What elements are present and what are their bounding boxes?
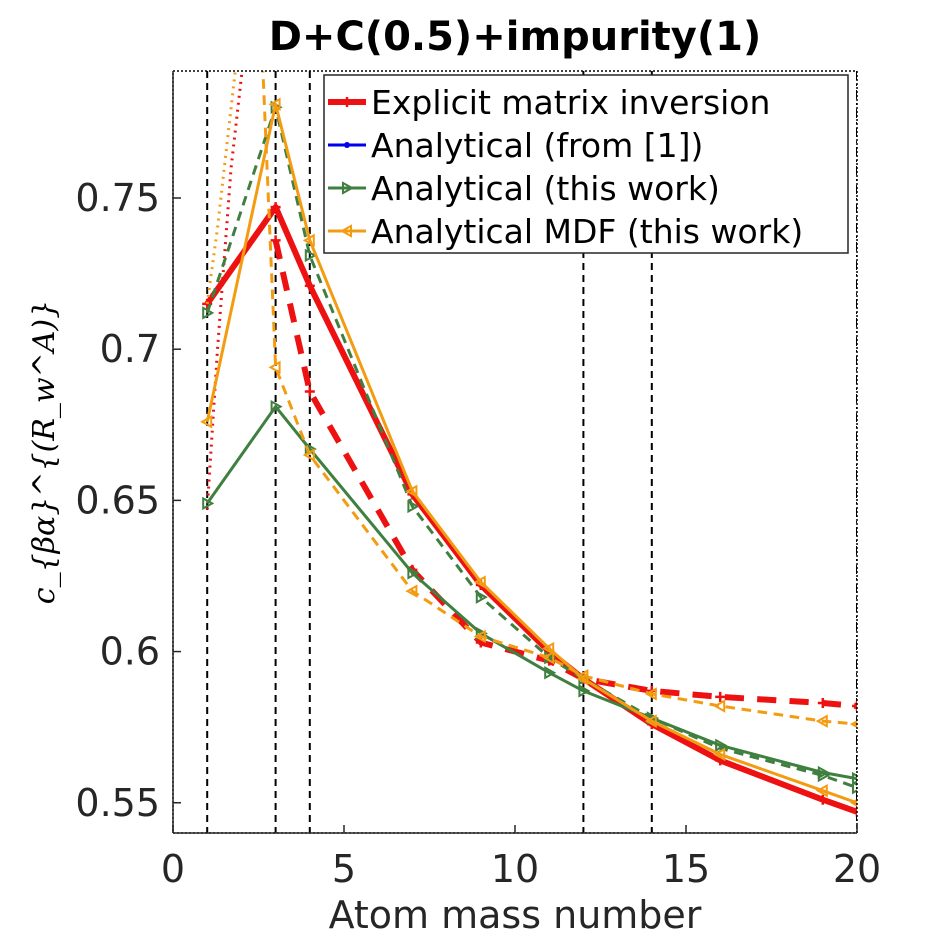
- y-tick-label: 0.6: [100, 630, 160, 674]
- data-point-explicit-matrix-inversion-dashed-7: [715, 691, 726, 702]
- series-line-analytical-this-work-dashed: [205, 105, 857, 790]
- legend-marker-analytical-this-work: [342, 181, 355, 195]
- y-ticks: 0.55 0.6 0.65 0.7 0.75: [75, 176, 181, 825]
- data-point-analytical-mdf-this-work-dashed-6: [576, 669, 589, 683]
- data-point-analytical-this-work-5: [544, 666, 557, 680]
- data-point-analytical-mdf-this-work-1: [268, 97, 281, 111]
- data-point-analytical-this-work-dashed-9: [817, 768, 830, 783]
- data-point-analytical-this-work-dashed-0: [202, 306, 215, 320]
- legend-label-analytical-mdf-this-work: Analytical MDF (this work): [371, 212, 803, 251]
- data-point-analytical-mdf-this-work-0: [200, 415, 213, 429]
- legend-marker-analytical-from-1: [344, 142, 350, 148]
- data-point-explicit-matrix-inversion-2: [304, 280, 315, 291]
- data-point-analytical-mdf-this-work-dashed-1: [268, 360, 281, 375]
- series-line-explicit-matrix-inversion-dashed: [272, 239, 857, 709]
- data-point-analytical-this-work-1: [270, 399, 283, 414]
- x-tick-label: 5: [332, 847, 356, 891]
- data-point-analytical-mdf-this-work-dashed-5: [542, 650, 555, 665]
- y-tick-label: 0.55: [75, 781, 160, 825]
- data-point-explicit-matrix-inversion-dashed-8: [817, 697, 828, 708]
- data-point-explicit-matrix-inversion-1: [270, 202, 281, 213]
- data-point-explicit-matrix-inversion-10: [852, 806, 857, 817]
- x-ticks: 0 5 10 15 20: [161, 825, 881, 891]
- data-point-analytical-mdf-this-work-7: [644, 714, 657, 728]
- data-point-analytical-mdf-this-work-dashed-10: [849, 720, 857, 729]
- data-point-analytical-mdf-this-work-dashed-9: [815, 714, 828, 728]
- y-tick-label: 0.7: [100, 327, 160, 371]
- data-point-analytical-mdf-this-work-3: [405, 484, 418, 499]
- legend-label-explicit-matrix-inversion: Explicit matrix inversion: [371, 83, 770, 122]
- data-point-explicit-matrix-inversion-dashed-0: [270, 235, 281, 246]
- legend-box: [323, 74, 849, 254]
- legend-label-analytical-this-work: Analytical (this work): [371, 169, 720, 208]
- data-point-explicit-matrix-inversion-0: [202, 298, 213, 309]
- data-point-explicit-matrix-inversion-dashed-1: [304, 386, 315, 397]
- data-point-analytical-this-work-10: [852, 771, 857, 786]
- data-point-analytical-mdf-this-work-4: [473, 575, 486, 589]
- x-tick-label: 20: [833, 847, 881, 891]
- data-point-analytical-this-work-dashed-3: [407, 499, 420, 514]
- x-tick-label: 0: [161, 847, 185, 891]
- data-point-analytical-this-work-dashed-10: [852, 780, 857, 795]
- data-point-analytical-mdf-this-work-dashed-2: [302, 448, 315, 462]
- data-point-analytical-mdf-this-work-2: [302, 233, 315, 248]
- legend: Explicit matrix inversion Analytical (fro…: [323, 74, 849, 254]
- series-line-analytical-this-work: [205, 405, 857, 781]
- data-point-analytical-this-work-6: [578, 684, 591, 698]
- data-point-analytical-this-work-dashed-4: [475, 590, 488, 604]
- data-point-analytical-mdf-this-work-dashed-4: [473, 629, 486, 644]
- data-point-analytical-this-work-dashed-2: [304, 248, 317, 263]
- data-point-analytical-this-work-3: [407, 566, 420, 580]
- legend-marker-explicit-matrix-inversion: [342, 97, 352, 107]
- x-axis-label: Atom mass number: [329, 893, 702, 937]
- series-line-analytical-mdf-this-work: [205, 102, 857, 805]
- y-tick-label: 0.65: [75, 478, 160, 522]
- chart-title: D+C(0.5)+impurity(1): [269, 14, 762, 60]
- series-layer: [200, 71, 857, 817]
- data-point-analytical-mdf-this-work-5: [542, 641, 555, 656]
- y-tick-label: 0.75: [75, 176, 160, 220]
- legend-label-analytical-from-1: Analytical (from [1]): [371, 126, 703, 165]
- x-tick-label: 15: [662, 847, 710, 891]
- data-point-analytical-mdf-this-work-8: [713, 747, 726, 762]
- data-point-analytical-mdf-this-work-dashed-8: [713, 699, 726, 713]
- data-point-analytical-mdf-this-work-9: [815, 783, 828, 798]
- data-point-explicit-matrix-inversion-9: [817, 794, 828, 805]
- legend-marker-analytical-mdf-this-work: [339, 224, 352, 238]
- data-point-analytical-mdf-this-work-dashed-7: [644, 687, 657, 701]
- data-point-explicit-matrix-inversion-dashed-9: [852, 701, 857, 711]
- y-axis-label: c_{βα}^{(R_w^A)}: [27, 300, 62, 604]
- data-point-analytical-mdf-this-work-dashed-3: [405, 584, 418, 598]
- x-tick-label: 10: [491, 847, 539, 891]
- data-point-analytical-this-work-0: [202, 496, 215, 511]
